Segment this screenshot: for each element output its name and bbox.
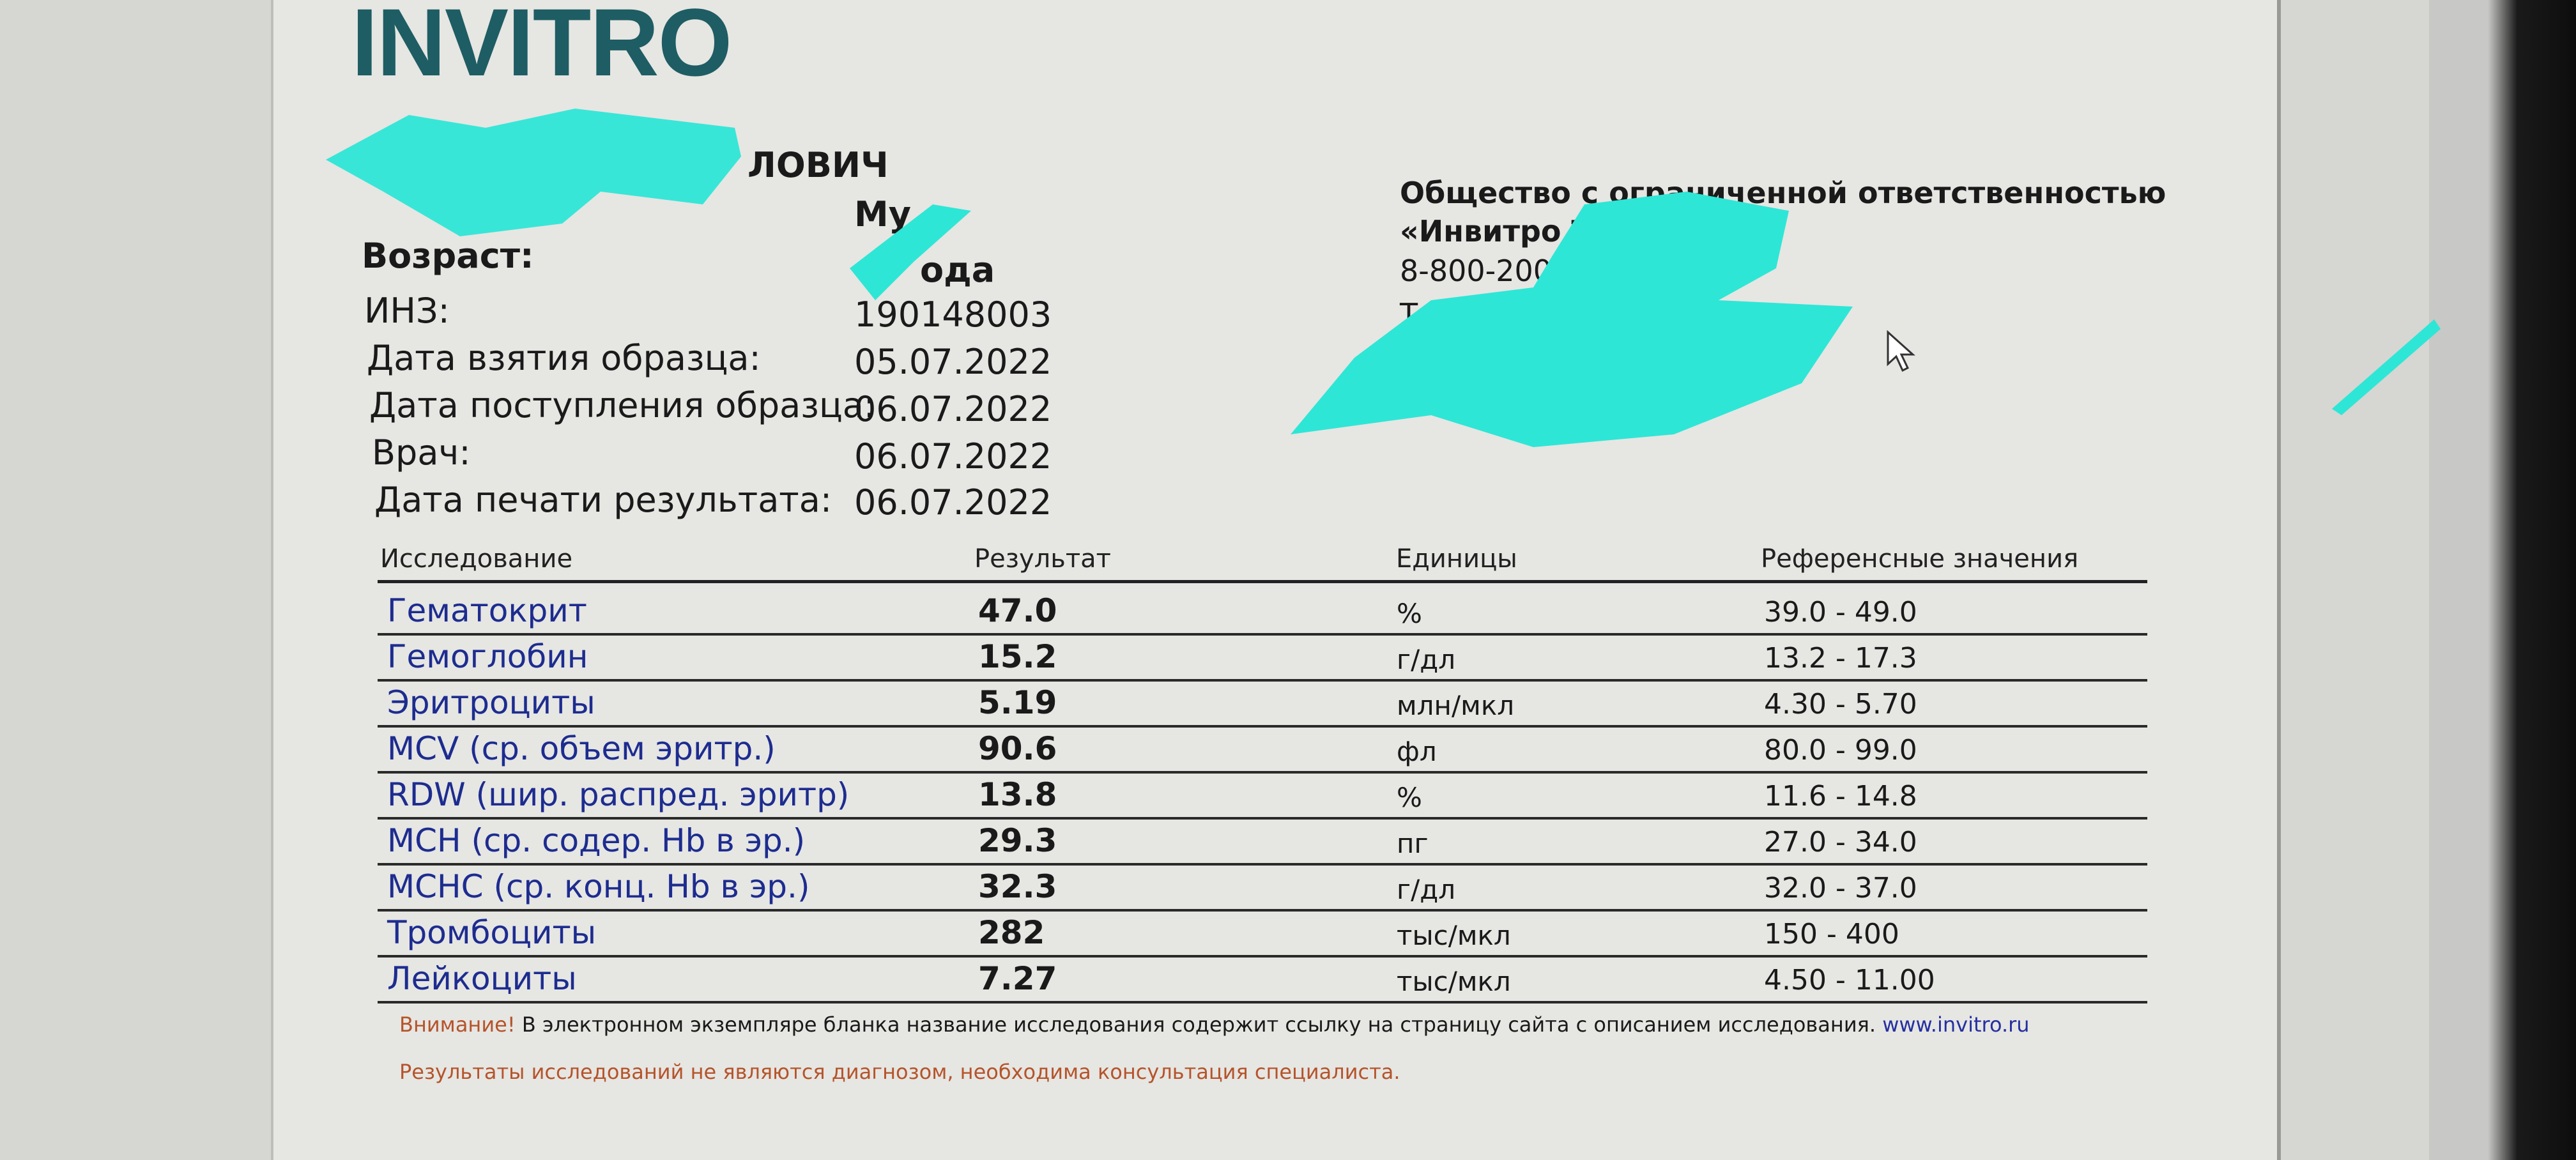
table-row: Лейкоциты 7.27 тыс/мкл 4.50 - 11.00 (378, 955, 2147, 1004)
result-value: 7.27 (978, 959, 1057, 997)
header-reference: Референсные значения (1761, 544, 2079, 574)
header-test: Исследование (380, 544, 573, 574)
table-row: Гематокрит 47.0% 39.0 - 49.0 (378, 587, 2147, 636)
sample-date-value: 05.07.2022 (854, 342, 1052, 382)
inz-value: 190148003 (854, 294, 1052, 335)
reference-range: 13.2 - 17.3 (1764, 642, 1917, 675)
reference-range: 39.0 - 49.0 (1764, 596, 1917, 629)
footer-disclaimer: Результаты исследований не являются диаг… (399, 1060, 1400, 1084)
table-row: MCH (ср. содер. Hb в эр.) 29.3 пг 27.0 - 34… (378, 817, 2147, 866)
reference-range: 80.0 - 99.0 (1764, 734, 1917, 767)
sample-date-label: Дата взятия образца: (367, 338, 761, 378)
test-name-link[interactable]: Гематокрит (387, 591, 587, 629)
org-name-line2: «Инвитро Т (1400, 214, 1591, 248)
footer-warning: Внимание! В электронном экземпляре бланк… (399, 1013, 2030, 1037)
print-date-value: 06.07.2022 (854, 482, 1052, 523)
result-value: 90.6 (978, 729, 1057, 767)
reference-range: 27.0 - 34.0 (1764, 826, 1917, 859)
reference-range: 150 - 400 (1764, 918, 1899, 951)
patient-name: ЛОВИЧ (747, 145, 889, 185)
unit-value: млн/мкл (1397, 689, 1515, 721)
reference-range: 32.0 - 37.0 (1764, 872, 1917, 905)
unit-value: г/дл (1397, 873, 1456, 905)
table-row: Эритроциты 5.19 млн/мкл 4.30 - 5.70 (378, 679, 2147, 728)
unit-value: % (1397, 597, 1422, 629)
result-value: 13.8 (978, 775, 1057, 813)
org-phone: 8-800-200 (1400, 254, 1552, 288)
unit-value: % (1397, 781, 1422, 813)
result-value: 32.3 (978, 867, 1057, 905)
monitor-bezel (2429, 0, 2576, 1160)
result-value: 29.3 (978, 821, 1057, 859)
table-row: RDW (шир. распред. эритр) 13.8% 11.6 - 14.… (378, 771, 2147, 820)
unit-value: г/дл (1397, 643, 1456, 675)
result-value: 282 (978, 913, 1045, 951)
reference-range: 4.30 - 5.70 (1764, 688, 1917, 721)
unit-value: тыс/мкл (1397, 965, 1511, 997)
test-name-link[interactable]: Гемоглобин (387, 637, 588, 675)
table-row: MCHC (ср. конц. Hb в эр.) 32.3 г/дл 32.0 - … (378, 863, 2147, 912)
test-name-link[interactable]: Лейкоциты (387, 959, 577, 997)
unit-value: пг (1397, 827, 1429, 859)
warning-text: В электронном экземпляре бланка название… (515, 1012, 1883, 1037)
unit-value: фл (1397, 735, 1437, 767)
doctor-value: 06.07.2022 (854, 436, 1052, 477)
table-row: MCV (ср. объем эритр.) 90.6 фл 80.0 - 99.0 (378, 725, 2147, 774)
result-value: 47.0 (978, 591, 1057, 629)
mouse-cursor-icon (1887, 330, 1915, 372)
org-name-line1: Общество с ограниченной ответственностью (1400, 176, 2166, 210)
reference-range: 11.6 - 14.8 (1764, 780, 1917, 813)
print-date-label: Дата печати результата: (374, 480, 832, 520)
test-name-link[interactable]: MCHC (ср. конц. Hb в эр.) (387, 867, 810, 905)
age-value: ода (920, 250, 995, 290)
doctor-label: Врач: (372, 432, 471, 473)
inz-label: ИНЗ: (364, 291, 450, 331)
test-name-link[interactable]: MCV (ср. объем эритр.) (387, 729, 776, 767)
warning-label: Внимание! (399, 1012, 516, 1037)
receipt-date-value: 06.07.2022 (854, 389, 1052, 429)
header-units: Единицы (1396, 544, 1517, 574)
test-name-link[interactable]: Эритроциты (387, 683, 595, 721)
result-value: 15.2 (978, 637, 1057, 675)
patient-sex: Му (854, 194, 911, 234)
reference-range: 4.50 - 11.00 (1764, 964, 1935, 997)
header-divider (378, 580, 2147, 583)
age-label: Возраст: (362, 236, 534, 276)
invitro-link[interactable]: www.invitro.ru (1882, 1012, 2030, 1037)
test-name-link[interactable]: Тромбоциты (387, 913, 597, 951)
result-value: 5.19 (978, 683, 1057, 721)
table-row: Тромбоциты 282 тыс/мкл 150 - 400 (378, 909, 2147, 958)
invitro-logo: INVITRO (351, 0, 732, 96)
receipt-date-label: Дата поступления образца: (369, 385, 875, 425)
table-row: Гемоглобин 15.2 г/дл 13.2 - 17.3 (378, 633, 2147, 682)
test-name-link[interactable]: MCH (ср. содер. Hb в эр.) (387, 821, 806, 859)
test-name-link[interactable]: RDW (шир. распред. эритр) (387, 775, 850, 813)
unit-value: тыс/мкл (1397, 919, 1511, 951)
header-result: Результат (974, 544, 1111, 574)
